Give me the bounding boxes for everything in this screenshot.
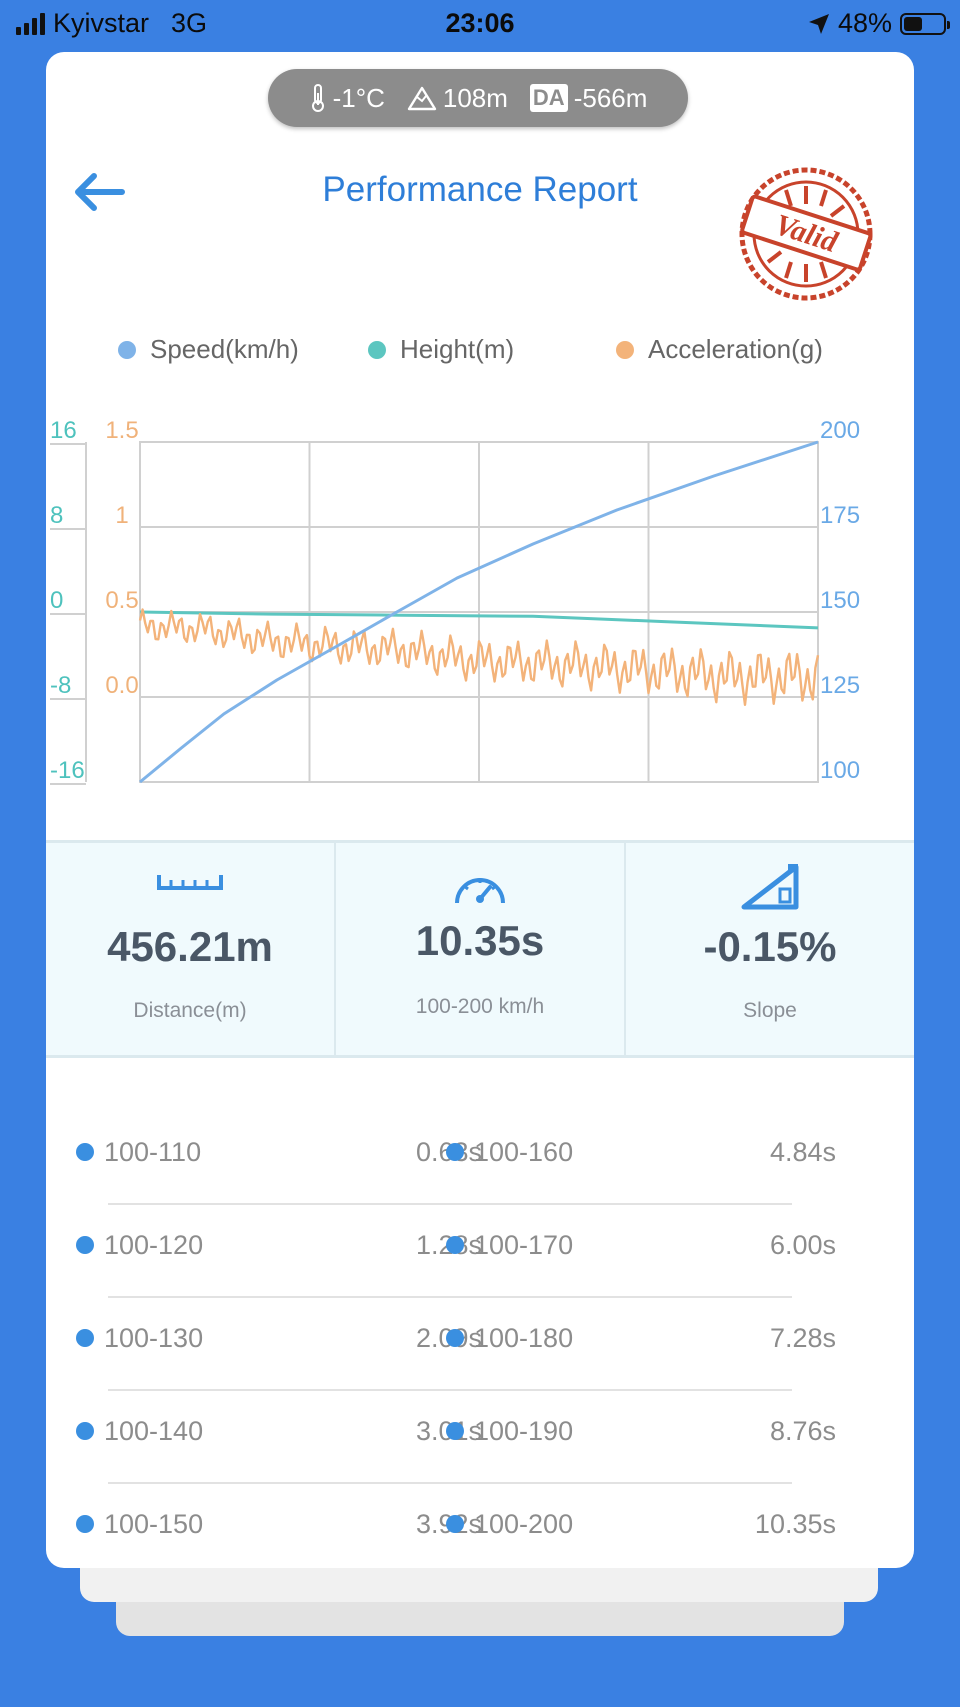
bullet-dot-icon (446, 1143, 464, 1161)
battery-icon (900, 12, 950, 35)
bullet-dot-icon (76, 1236, 94, 1254)
altitude-value: 108m (442, 82, 508, 113)
height-series-line (139, 610, 819, 630)
speed-tick-label: 100 (820, 757, 860, 784)
split-range: 100-140 (76, 1411, 203, 1451)
stat-distance: 456.21m Distance(m) (46, 843, 336, 1055)
split-range-label: 100-120 (104, 1229, 204, 1260)
environment-bar: -1°C 108m DA -566m (268, 69, 688, 127)
speed-tick-label: 200 (820, 417, 860, 444)
split-range-label: 100-150 (104, 1508, 204, 1539)
legend-speed: Speed(km/h) (118, 334, 299, 365)
acceleration-tick-label: 0.5 (105, 587, 138, 614)
bullet-dot-icon (76, 1329, 94, 1347)
valid-stamp: Valid (739, 167, 873, 301)
split-range: 100-200 (446, 1504, 573, 1544)
split-time: 6.00s (769, 1230, 836, 1260)
split-range-label: 100-190 (474, 1415, 574, 1446)
stats-panel: 456.21m Distance(m) 10.35s 100-200 km/h … (46, 840, 914, 1058)
height-tick-label: 16 (50, 417, 77, 444)
network-label: 3G (171, 8, 208, 38)
height-tick-label: -16 (50, 757, 85, 784)
split-range: 100-110 (76, 1132, 201, 1172)
time-label: 100-200 km/h (415, 995, 545, 1018)
stat-slope: -0.15% Slope (626, 843, 914, 1055)
split-time: 4.84s (769, 1137, 836, 1167)
page-title: Performance Report (322, 170, 638, 209)
status-bar: Kyivstar 3G 23:06 48% (0, 0, 960, 50)
speed-tick-label: 175 (820, 502, 860, 529)
split-range-label: 100-200 (474, 1508, 574, 1539)
ruler-icon (157, 875, 223, 890)
split-range: 100-190 (446, 1411, 573, 1451)
bullet-dot-icon (76, 1515, 94, 1533)
mountain-icon (407, 86, 437, 111)
performance-chart: 16 8 0 -8 -16 1.5 1 0.5 0.0 200 175 150 125 100 (50, 417, 860, 785)
split-times-list: 100-1100.63s100-1604.84s100-1201.28s100-… (46, 1112, 914, 1568)
speed-tick-label: 150 (820, 587, 860, 614)
distance-value: 456.21m (107, 923, 273, 970)
back-arrow-icon[interactable] (68, 167, 128, 217)
split-range: 100-130 (76, 1318, 203, 1358)
report-card: -1°C 108m DA -566m Performance Report (46, 52, 914, 1568)
split-range: 100-160 (446, 1132, 573, 1172)
split-range-label: 100-110 (104, 1136, 202, 1167)
split-range-label: 100-160 (474, 1136, 574, 1167)
split-range-label: 100-130 (104, 1322, 204, 1353)
speedometer-icon (455, 878, 505, 904)
split-time: 7.28s (769, 1323, 836, 1353)
split-range-label: 100-170 (474, 1229, 574, 1260)
height-tick-label: 0 (50, 587, 63, 614)
split-range-label: 100-180 (474, 1322, 574, 1353)
split-time: 8.76s (769, 1416, 836, 1446)
bullet-dot-icon (446, 1515, 464, 1533)
split-range: 100-170 (446, 1225, 573, 1265)
legend-height: Height(m) (368, 334, 514, 365)
row-divider (108, 1203, 792, 1205)
bullet-dot-icon (76, 1143, 94, 1161)
split-range: 100-180 (446, 1318, 573, 1358)
row-divider (108, 1389, 792, 1391)
density-altitude-value: -566m (573, 82, 648, 113)
location-arrow-icon (808, 13, 829, 34)
legend-acceleration: Acceleration(g) (616, 334, 823, 365)
acceleration-tick-label: 1 (115, 502, 128, 529)
speed-tick-label: 125 (820, 672, 860, 699)
height-tick-label: 8 (50, 502, 63, 529)
split-time: 10.35s (754, 1509, 836, 1539)
bullet-dot-icon (76, 1422, 94, 1440)
acceleration-series-line (138, 608, 820, 706)
split-range: 100-120 (76, 1225, 203, 1265)
clock: 23:06 (445, 8, 515, 38)
height-tick-label: -8 (50, 672, 71, 699)
density-altitude-badge: DA (529, 84, 568, 112)
distance-label: Distance(m) (133, 999, 247, 1022)
split-range: 100-150 (76, 1504, 203, 1544)
speed-series-line (139, 440, 819, 784)
split-range-label: 100-140 (104, 1415, 204, 1446)
acceleration-tick-label: 0.0 (105, 672, 138, 699)
thermometer-icon (311, 84, 324, 112)
bullet-dot-icon (446, 1329, 464, 1347)
slope-icon (741, 864, 799, 910)
row-divider (108, 1482, 792, 1484)
stat-time: 10.35s 100-200 km/h (336, 843, 626, 1055)
slope-label: Slope (743, 999, 797, 1022)
temperature-value: -1°C (332, 82, 385, 113)
signal-icon (16, 12, 45, 35)
bullet-dot-icon (446, 1422, 464, 1440)
carrier-label: Kyivstar (53, 8, 150, 38)
acceleration-tick-label: 1.5 (105, 417, 138, 444)
row-divider (108, 1296, 792, 1298)
time-value: 10.35s (415, 917, 545, 964)
chart-legend: Speed(km/h) Height(m) Acceleration(g) (72, 334, 892, 374)
bullet-dot-icon (446, 1236, 464, 1254)
slope-value: -0.15% (703, 923, 837, 970)
battery-percent: 48% (837, 8, 892, 38)
